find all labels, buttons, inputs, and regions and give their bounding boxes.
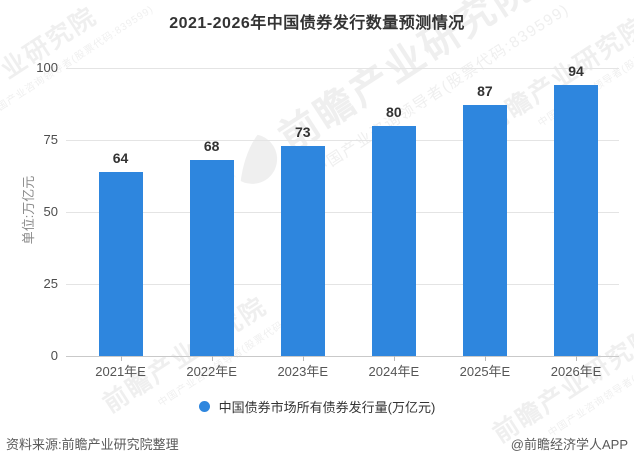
credit-note: @前瞻经济学人APP <box>510 437 628 452</box>
x-axis-tick <box>120 356 122 361</box>
bar-2023年E <box>280 145 325 356</box>
bar-2022年E <box>189 160 234 356</box>
bar-2024年E <box>371 125 416 356</box>
y-tick-label: 75 <box>43 132 58 147</box>
gridline <box>66 212 619 213</box>
x-tick-label: 2024年E <box>368 364 420 379</box>
gridline <box>66 284 619 285</box>
gridline <box>66 68 619 69</box>
bar-value-label: 68 <box>203 138 220 155</box>
x-tick-label: 2023年E <box>277 364 329 379</box>
x-tick-label: 2025年E <box>459 364 511 379</box>
y-tick-label: 50 <box>43 204 58 219</box>
bar-value-label: 64 <box>112 149 129 166</box>
x-axis-line <box>66 356 619 357</box>
bar-value-label: 87 <box>477 83 493 100</box>
bar-2026年E <box>554 85 599 356</box>
chart-title: 2021-2026年中国债券发行数量预测情况 <box>169 15 465 32</box>
y-tick-label: 0 <box>50 348 58 363</box>
x-axis-tick <box>211 356 213 361</box>
source-note: 资料来源:前瞻产业研究院整理 <box>6 437 179 452</box>
gridline <box>66 140 619 141</box>
x-axis-tick <box>484 356 486 361</box>
bar-value-label: 94 <box>568 63 584 80</box>
x-tick-label: 2022年E <box>186 364 237 379</box>
legend-marker-icon <box>198 400 210 412</box>
legend-label: 中国债券市场所有债券发行量(万亿元) <box>218 399 436 415</box>
x-axis-tick <box>393 356 395 361</box>
bar-2025年E <box>462 105 507 356</box>
x-tick-label: 2026年E <box>550 364 602 379</box>
legend: 中国债券市场所有债券发行量(万亿元) <box>0 397 634 415</box>
footer: 资料来源:前瞻产业研究院整理 @前瞻经济学人APP <box>6 434 628 453</box>
x-axis-tick <box>576 356 578 361</box>
y-tick-label: 25 <box>43 276 58 291</box>
bar-value-label: 80 <box>386 103 402 120</box>
x-axis-tick <box>302 356 304 361</box>
x-tick-label: 2021年E <box>95 364 146 379</box>
bar-value-label: 73 <box>294 123 311 140</box>
bar-2021年E <box>98 171 143 356</box>
y-tick-label: 100 <box>36 60 58 75</box>
